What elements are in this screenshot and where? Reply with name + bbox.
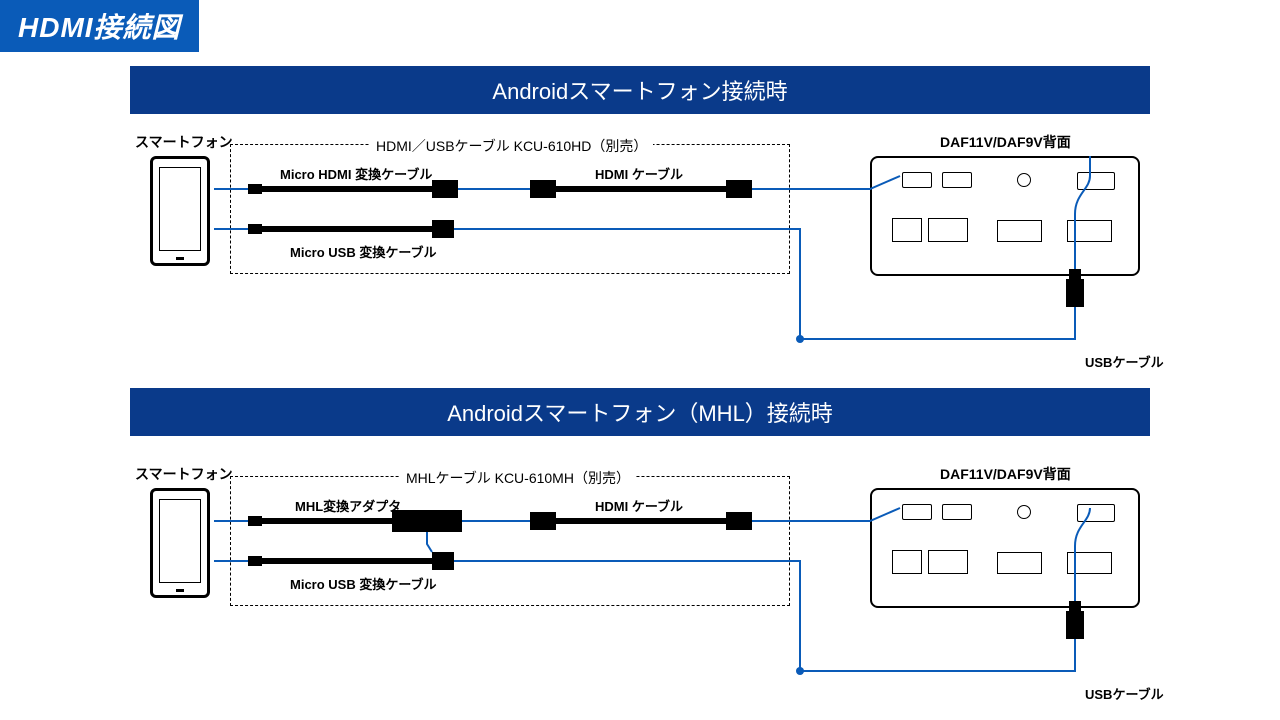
box-label-2: MHLケーブル KCU-610MH（別売）	[400, 468, 636, 488]
phone-label-2: スマートフォン	[135, 464, 233, 484]
port-bl-2	[892, 550, 922, 574]
port-round-1	[1017, 173, 1031, 187]
box-label-1: HDMI／USBケーブル KCU-610HD（別売）	[370, 136, 653, 156]
device-1	[870, 156, 1140, 276]
port-br	[1067, 220, 1112, 242]
phone-label-1: スマートフォン	[135, 132, 233, 152]
device-label-1: DAF11V/DAF9V背面	[940, 132, 1071, 152]
usb-label-2: USBケーブル	[1085, 684, 1164, 703]
section-android: Androidスマートフォン接続時 スマートフォン HDMI／USBケーブル K…	[0, 66, 1280, 374]
mhl-label: MHL変換アダプタ	[295, 496, 401, 515]
port-usb-top	[1077, 172, 1115, 190]
cable3-label: HDMI ケーブル	[595, 164, 683, 183]
diagram-2: スマートフォン MHLケーブル KCU-610MH（別売） MHL変換アダプタ …	[0, 436, 1280, 706]
device-label-2: DAF11V/DAF9V背面	[940, 464, 1071, 484]
port-hdmi-1	[902, 172, 932, 188]
phone-icon-2	[150, 488, 210, 598]
cable1-label: Micro HDMI 変換ケーブル	[280, 164, 432, 183]
port-bm-2	[997, 552, 1042, 574]
port-bl2	[928, 218, 968, 242]
phone-icon-1	[150, 156, 210, 266]
port-hdmi-2	[902, 504, 932, 520]
port-2	[942, 172, 972, 188]
diagram-1: スマートフォン HDMI／USBケーブル KCU-610HD（別売） Micro…	[0, 114, 1280, 374]
port-bm	[997, 220, 1042, 242]
port-br-2	[1067, 552, 1112, 574]
page-title: HDMI接続図	[0, 0, 199, 52]
port-usb-top-2	[1077, 504, 1115, 522]
device-2	[870, 488, 1140, 608]
usb-conv-label-2: Micro USB 変換ケーブル	[290, 574, 437, 593]
port-2b	[942, 504, 972, 520]
section1-header: Androidスマートフォン接続時	[130, 66, 1150, 114]
hdmi-label-2: HDMI ケーブル	[595, 496, 683, 515]
cable2-label: Micro USB 変換ケーブル	[290, 242, 437, 261]
port-bl2-2	[928, 550, 968, 574]
usb-label-1: USBケーブル	[1085, 352, 1164, 371]
port-round-2	[1017, 505, 1031, 519]
port-bl	[892, 218, 922, 242]
section-mhl: Androidスマートフォン（MHL）接続時 スマートフォン MHLケーブル K…	[0, 388, 1280, 706]
section2-header: Androidスマートフォン（MHL）接続時	[130, 388, 1150, 436]
